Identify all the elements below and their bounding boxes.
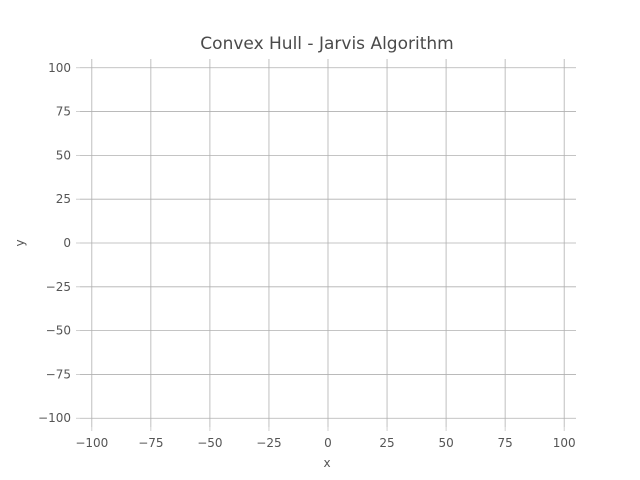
- x-tick-label: −100: [75, 436, 108, 450]
- x-tick-label: −25: [256, 436, 281, 450]
- y-tick-label: −100: [38, 411, 71, 425]
- y-tick-label: −75: [46, 367, 71, 381]
- y-tick-label: −25: [46, 280, 71, 294]
- x-tick-label: 100: [553, 436, 576, 450]
- y-tick-label: 100: [48, 61, 71, 75]
- x-tick-label: 50: [438, 436, 453, 450]
- x-tick-label: −50: [197, 436, 222, 450]
- y-tick-label: 25: [56, 192, 71, 206]
- x-ticks: −100 −75 −50 −25 0 25 50 75 100: [75, 427, 576, 450]
- y-tick-label: 75: [56, 105, 71, 119]
- y-axis-label: y: [13, 239, 27, 246]
- y-grid: [80, 67, 576, 419]
- y-tick-label: 0: [63, 236, 71, 250]
- chart-title: Convex Hull - Jarvis Algorithm: [200, 34, 453, 54]
- x-tick-label: 25: [379, 436, 394, 450]
- y-ticks: −100 −75 −50 −25 0 25 50 75 100: [38, 61, 80, 425]
- y-tick-label: −50: [46, 324, 71, 338]
- x-tick-label: 0: [324, 436, 332, 450]
- x-tick-label: 75: [498, 436, 513, 450]
- x-tick-label: −75: [138, 436, 163, 450]
- y-tick-label: 50: [56, 148, 71, 162]
- x-axis-label: x: [323, 456, 330, 470]
